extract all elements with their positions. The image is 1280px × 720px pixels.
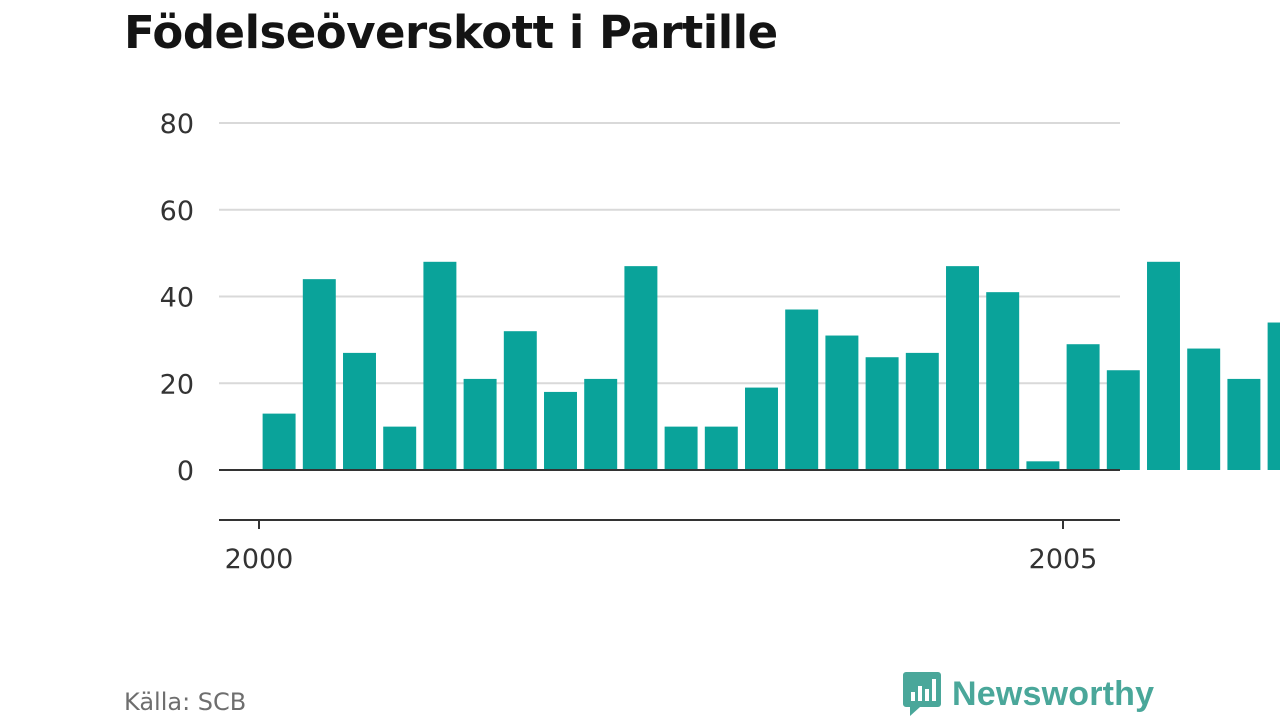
bar-0 (262, 413, 296, 470)
y-tick-label-40: 40 (160, 283, 194, 314)
y-axis-labels: 0 20 40 60 80 (160, 109, 194, 487)
brand-logo: Newsworthy (902, 670, 1154, 718)
bar-8 (584, 378, 618, 470)
source-label: Källa: SCB (124, 688, 247, 716)
y-tick-label-0: 0 (177, 456, 194, 487)
x-tick-label-2005: 2005 (1029, 544, 1098, 575)
bar-22 (1147, 261, 1180, 470)
y-tick-label-20: 20 (160, 369, 194, 400)
bar-13 (785, 309, 819, 470)
bar-10 (664, 426, 698, 470)
x-axis-ticks: 200020052010201520202025 (225, 520, 1098, 575)
bar-21 (1106, 370, 1140, 470)
bar-9 (624, 266, 658, 470)
bar-25 (1267, 322, 1280, 470)
bar-24 (1227, 378, 1261, 470)
bar-5 (463, 378, 497, 470)
newsworthy-logo-icon (903, 672, 941, 716)
chart-title: Födelseöverskott i Partille (124, 6, 778, 59)
bar-20 (1066, 344, 1100, 470)
bar-1 (302, 279, 336, 470)
bar-14 (825, 335, 859, 470)
bar-18 (986, 292, 1020, 470)
gridlines (219, 122, 1120, 385)
bars (262, 261, 1280, 470)
bar-15 (865, 357, 899, 470)
bar-7 (544, 391, 577, 470)
bar-2 (343, 352, 376, 470)
bar-19 (1026, 461, 1060, 470)
bar-12 (745, 387, 778, 470)
bar-17 (946, 266, 979, 470)
bar-3 (383, 426, 417, 470)
brand-name: Newsworthy (952, 674, 1155, 713)
y-tick-label-60: 60 (160, 196, 194, 227)
bar-23 (1187, 348, 1221, 470)
bar-16 (905, 352, 939, 470)
bar-6 (503, 331, 537, 470)
bar-11 (704, 426, 738, 470)
bar-4 (423, 261, 457, 470)
y-tick-label-80: 80 (160, 109, 194, 140)
x-tick-label-2000: 2000 (225, 544, 294, 575)
